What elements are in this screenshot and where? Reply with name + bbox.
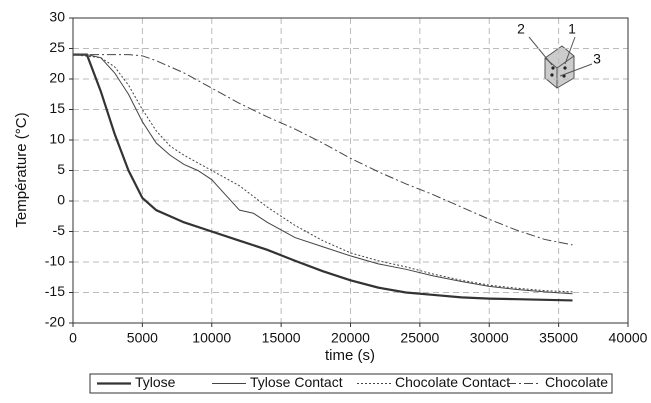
y-tick-label: -20 <box>45 314 65 330</box>
y-tick-label: 15 <box>49 100 65 116</box>
series-line <box>73 53 573 302</box>
series-line <box>73 54 573 295</box>
y-tick-label: 5 <box>57 161 65 177</box>
x-tick-label: 5000 <box>127 330 158 346</box>
x-tick-label: 30000 <box>470 330 509 346</box>
x-tick-label: 40000 <box>609 330 648 346</box>
legend-label: Chocolate <box>545 374 608 390</box>
y-tick-label: 0 <box>57 192 65 208</box>
y-tick-label: 25 <box>49 39 65 55</box>
series-line <box>72 54 573 293</box>
x-axis-label: time (s) <box>325 347 375 364</box>
legend-label: Tylose <box>135 374 176 390</box>
plot-frame <box>72 17 629 324</box>
x-tick-label: 0 <box>69 330 77 346</box>
x-tick-label: 15000 <box>262 330 301 346</box>
x-tick-label: 35000 <box>539 330 578 346</box>
annotation: 1 <box>568 21 576 37</box>
y-tick-label: -15 <box>45 283 65 299</box>
cube-icon <box>528 36 593 89</box>
legend-label: Chocolate Contact <box>395 374 510 390</box>
annotation: 2 <box>517 21 525 37</box>
y-tick-label: -5 <box>53 222 66 238</box>
y-tick-label: -10 <box>45 253 65 269</box>
x-tick-label: 25000 <box>400 330 439 346</box>
series-line <box>73 54 573 246</box>
x-tick-label: 10000 <box>192 330 231 346</box>
x-tick-label: 20000 <box>331 330 370 346</box>
y-tick-label: 20 <box>49 70 65 86</box>
legend-label: Tylose Contact <box>250 374 343 390</box>
y-tick-label: 30 <box>49 9 65 25</box>
annotation: 3 <box>593 51 601 67</box>
y-axis-label: Température (°C) <box>13 112 30 227</box>
legend-box <box>89 373 613 394</box>
y-tick-label: 10 <box>49 131 65 147</box>
